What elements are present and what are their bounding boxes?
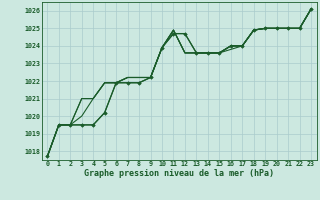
X-axis label: Graphe pression niveau de la mer (hPa): Graphe pression niveau de la mer (hPa) <box>84 169 274 178</box>
